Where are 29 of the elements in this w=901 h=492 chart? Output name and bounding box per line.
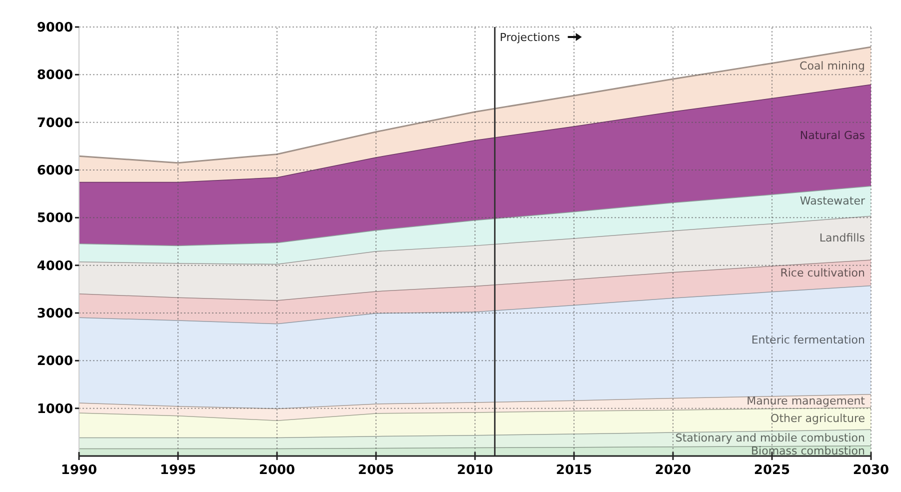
- x-tick-label: 2005: [358, 463, 394, 478]
- series-label: Manure management: [746, 394, 866, 408]
- x-tick-label: 2000: [258, 463, 296, 478]
- x-tick-label: 2020: [654, 463, 692, 478]
- y-tick-label: 8000: [36, 68, 73, 84]
- ref-line-label: Projections: [500, 31, 560, 44]
- x-tick-label: 2015: [556, 463, 592, 478]
- series-label: Rice cultivation: [780, 266, 866, 280]
- series-label: Other agriculture: [770, 412, 866, 426]
- x-tick-label: 1995: [160, 463, 196, 478]
- y-tick-label: 5000: [36, 211, 73, 226]
- series-label: Wastewater: [800, 194, 866, 208]
- series-label: Biomass combustion: [751, 444, 866, 458]
- y-tick-label: 1000: [36, 402, 73, 417]
- series-label: Enteric fermentation: [751, 334, 866, 347]
- x-tick-label: 1990: [60, 463, 98, 478]
- series-label: Stationary and mobile combustion: [675, 431, 866, 444]
- series-label: Coal mining: [800, 59, 865, 72]
- series-label: Landfills: [819, 232, 866, 245]
- x-tick-label: 2025: [754, 463, 790, 478]
- y-tick-label: 6000: [36, 164, 73, 179]
- y-tick-label: 3000: [36, 306, 73, 322]
- x-tick-label: 2010: [456, 463, 494, 478]
- y-tick-label: 4000: [36, 258, 73, 274]
- y-tick-label: 7000: [36, 116, 73, 131]
- x-tick-label: 2030: [852, 463, 890, 478]
- y-tick-label: 2000: [36, 354, 73, 370]
- series-label: Natural Gas: [800, 128, 866, 142]
- y-tick-label: 9000: [36, 20, 73, 36]
